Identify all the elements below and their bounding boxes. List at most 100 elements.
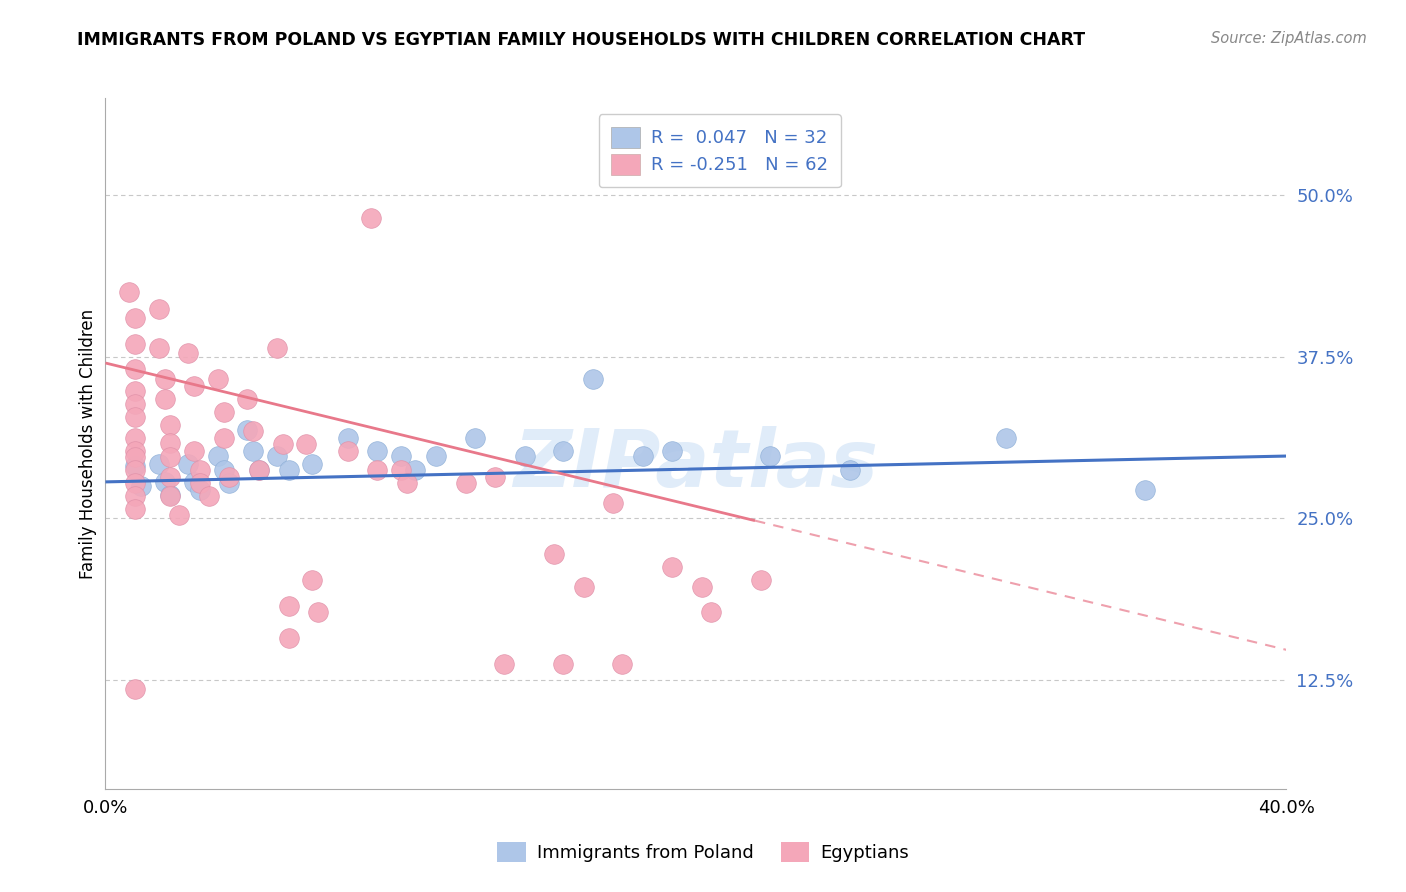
- Point: [389, 449, 412, 463]
- Point: [838, 463, 860, 477]
- Point: [236, 392, 259, 407]
- Point: [124, 431, 146, 445]
- Point: [602, 495, 624, 509]
- Point: [336, 431, 359, 445]
- Point: [366, 463, 388, 477]
- Point: [551, 443, 574, 458]
- Point: [610, 657, 633, 671]
- Point: [360, 211, 382, 226]
- Point: [1133, 483, 1156, 497]
- Point: [183, 379, 205, 393]
- Point: [484, 469, 506, 483]
- Point: [242, 425, 264, 439]
- Point: [124, 450, 146, 465]
- Point: [247, 463, 270, 477]
- Point: [124, 463, 146, 477]
- Point: [148, 301, 170, 316]
- Text: IMMIGRANTS FROM POLAND VS EGYPTIAN FAMILY HOUSEHOLDS WITH CHILDREN CORRELATION C: IMMIGRANTS FROM POLAND VS EGYPTIAN FAMIL…: [77, 31, 1085, 49]
- Point: [159, 488, 181, 502]
- Point: [124, 459, 146, 474]
- Point: [124, 310, 146, 325]
- Point: [277, 632, 299, 646]
- Point: [159, 436, 181, 450]
- Point: [124, 336, 146, 351]
- Point: [295, 437, 318, 451]
- Point: [749, 573, 772, 587]
- Point: [153, 475, 176, 489]
- Point: [188, 463, 211, 477]
- Point: [153, 371, 176, 385]
- Point: [307, 606, 329, 620]
- Point: [454, 476, 477, 491]
- Point: [148, 457, 170, 471]
- Point: [389, 463, 412, 477]
- Point: [425, 449, 447, 463]
- Point: [551, 657, 574, 671]
- Point: [218, 476, 240, 491]
- Point: [405, 463, 427, 477]
- Point: [492, 657, 515, 671]
- Point: [188, 483, 211, 497]
- Point: [266, 449, 288, 463]
- Point: [631, 449, 654, 463]
- Point: [690, 580, 713, 594]
- Point: [301, 573, 323, 587]
- Point: [236, 423, 259, 437]
- Point: [759, 449, 782, 463]
- Point: [995, 431, 1018, 445]
- Text: Source: ZipAtlas.com: Source: ZipAtlas.com: [1211, 31, 1367, 46]
- Point: [572, 580, 595, 594]
- Point: [197, 489, 219, 503]
- Point: [153, 392, 176, 407]
- Point: [124, 489, 146, 503]
- Point: [207, 449, 229, 463]
- Point: [336, 443, 359, 458]
- Legend: R =  0.047   N = 32, R = -0.251   N = 62: R = 0.047 N = 32, R = -0.251 N = 62: [599, 114, 841, 187]
- Point: [124, 397, 146, 411]
- Point: [124, 476, 146, 491]
- Point: [124, 410, 146, 425]
- Point: [124, 502, 146, 516]
- Point: [129, 479, 152, 493]
- Point: [148, 341, 170, 355]
- Point: [366, 443, 388, 458]
- Point: [183, 475, 205, 489]
- Point: [212, 405, 235, 419]
- Point: [247, 463, 270, 477]
- Legend: Immigrants from Poland, Egyptians: Immigrants from Poland, Egyptians: [489, 834, 917, 870]
- Point: [301, 457, 323, 471]
- Point: [124, 384, 146, 399]
- Point: [212, 463, 235, 477]
- Point: [218, 469, 240, 483]
- Point: [183, 443, 205, 458]
- Point: [277, 599, 299, 613]
- Point: [118, 285, 141, 299]
- Point: [207, 371, 229, 385]
- Point: [212, 431, 235, 445]
- Point: [277, 463, 299, 477]
- Point: [159, 450, 181, 465]
- Point: [464, 431, 486, 445]
- Y-axis label: Family Households with Children: Family Households with Children: [79, 309, 97, 579]
- Point: [395, 476, 418, 491]
- Point: [661, 560, 683, 574]
- Text: ZIPatlas: ZIPatlas: [513, 425, 879, 503]
- Point: [159, 417, 181, 432]
- Point: [159, 489, 181, 503]
- Point: [699, 606, 723, 620]
- Point: [543, 547, 565, 561]
- Point: [661, 443, 683, 458]
- Point: [582, 371, 605, 385]
- Point: [124, 681, 146, 696]
- Point: [177, 345, 200, 359]
- Point: [177, 457, 200, 471]
- Point: [124, 362, 146, 376]
- Point: [271, 437, 294, 451]
- Point: [513, 449, 536, 463]
- Point: [242, 443, 264, 458]
- Point: [266, 341, 288, 355]
- Point: [188, 476, 211, 491]
- Point: [159, 469, 181, 483]
- Point: [169, 508, 191, 523]
- Point: [124, 443, 146, 458]
